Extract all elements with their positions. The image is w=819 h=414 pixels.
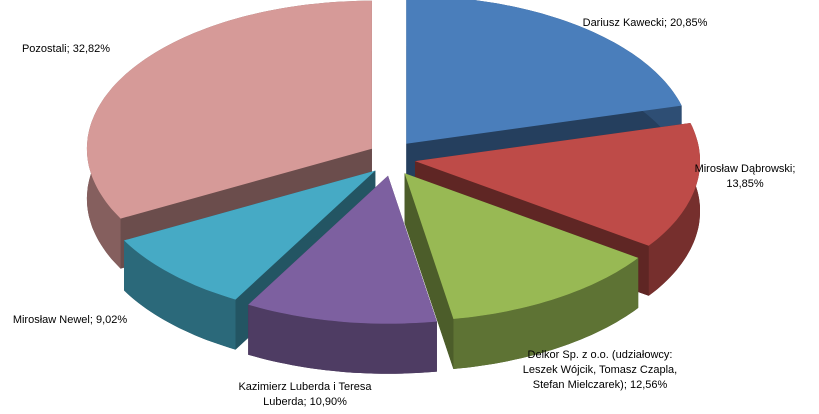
slice-top [86, 0, 372, 219]
separator: ; [89, 314, 96, 326]
slice-top [415, 123, 700, 246]
value-label: 32,82% [72, 43, 111, 55]
separator: ; [66, 43, 73, 55]
value-label: 20,85% [670, 17, 708, 29]
slice-top [248, 175, 437, 324]
category: Mirosław Newel [12, 314, 90, 326]
data-label: Delkor Sp. z o.o. (udziałowcy: Leszek Wó… [515, 348, 685, 393]
slice [404, 173, 639, 369]
separator: ; [792, 163, 799, 175]
slice-wall [453, 257, 639, 369]
slice-top [404, 173, 639, 319]
data-label: Dariusz Kawecki; 20,85% [560, 16, 730, 31]
category: Delkor Sp. z o.o. (udziałowcy: Leszek Wó… [522, 349, 681, 391]
value-label: 13,85% [726, 178, 764, 190]
separator: ; [663, 17, 671, 29]
data-label: Pozostali; 32,82% [1, 42, 131, 57]
category: Mirosław Dąbrowski [694, 163, 793, 175]
data-label: Kazimierz Luberda i Teresa Luberda; 10,9… [220, 380, 390, 410]
data-label: Mirosław Newel; 9,02% [0, 313, 145, 328]
slice-side [404, 173, 454, 369]
slice-top [406, 0, 682, 144]
category: Dariusz Kawecki [582, 17, 664, 29]
separator: ; [623, 379, 630, 391]
value-label: 10,90% [309, 396, 347, 408]
slice-wall [248, 304, 437, 374]
slice-top [124, 170, 376, 300]
category: Pozostali [21, 43, 67, 55]
category: Kazimierz Luberda i Teresa Luberda [238, 381, 375, 408]
slice-wall [124, 240, 236, 350]
value-label: 12,56% [629, 379, 668, 391]
slice [248, 175, 437, 374]
separator: ; [303, 396, 310, 408]
value-label: 9,02% [95, 314, 128, 326]
data-label: Mirosław Dąbrowski; 13,85% [690, 162, 800, 192]
slice-wall [648, 123, 700, 296]
